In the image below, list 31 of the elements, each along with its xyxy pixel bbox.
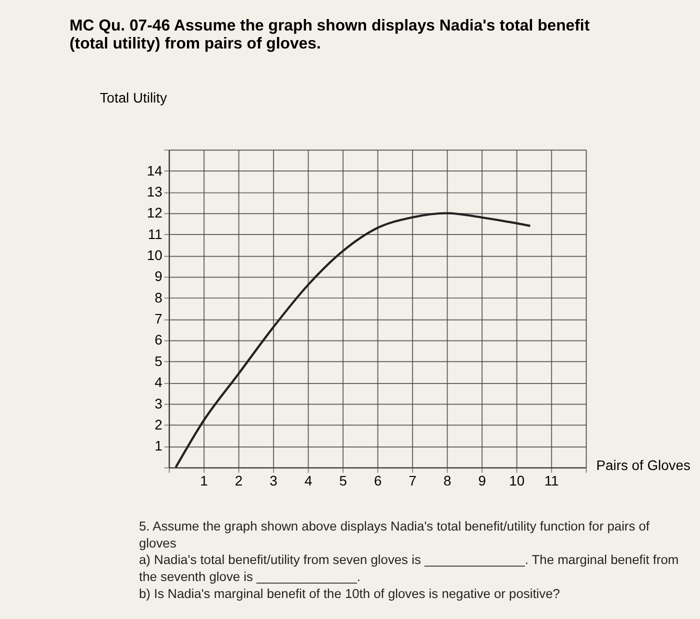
y-tick-label: 12 bbox=[146, 204, 163, 221]
y-tick-label: 4 bbox=[154, 374, 163, 390]
chart-title: MC Qu. 07-46 Assume the graph shown displays Nadia's total benefit (total utility) from pairs of gloves. bbox=[70, 17, 590, 52]
x-tick-label: 8 bbox=[443, 472, 452, 489]
x-tick-label: 6 bbox=[374, 472, 382, 489]
x-tick-label: 2 bbox=[234, 472, 243, 489]
y-axis-title: Total Utility bbox=[100, 89, 167, 106]
y-tick-label: 1 bbox=[154, 438, 163, 454]
y-tick-label: 10 bbox=[146, 247, 163, 263]
y-tick-label: 7 bbox=[154, 310, 163, 327]
text: b) Is Nadia's marginal benefit of the 10th of gloves is negative or positive? bbox=[139, 586, 560, 601]
x-tick-label: 11 bbox=[544, 472, 560, 489]
x-axis-title: Pairs of Gloves bbox=[596, 456, 690, 473]
y-tick-label: 5 bbox=[154, 352, 163, 369]
x-tick-label: 9 bbox=[478, 472, 486, 489]
x-tick-label: 7 bbox=[408, 472, 417, 489]
y-tick-label: 9 bbox=[154, 268, 163, 284]
x-tick-label: 10 bbox=[509, 472, 525, 489]
x-tick-label: 1 bbox=[200, 472, 208, 489]
text: a) Nadia's total benefit/utility from seven gloves is ______________. The marginal benefit from the seventh glove is ______________. bbox=[139, 552, 679, 584]
x-tick-label: 3 bbox=[270, 472, 278, 489]
y-tick-label: 8 bbox=[154, 289, 163, 306]
y-tick-label: 13 bbox=[146, 183, 163, 200]
y-tick-label: 3 bbox=[154, 395, 163, 412]
line-series bbox=[174, 212, 532, 468]
x-tick-label: 4 bbox=[304, 472, 312, 489]
y-tick-label: 11 bbox=[148, 226, 163, 242]
y-tick-label: 2 bbox=[154, 416, 163, 432]
x-tick-label: 5 bbox=[339, 472, 348, 489]
y-tick-label: 6 bbox=[154, 332, 163, 348]
y-tick-label: 14 bbox=[146, 162, 163, 178]
